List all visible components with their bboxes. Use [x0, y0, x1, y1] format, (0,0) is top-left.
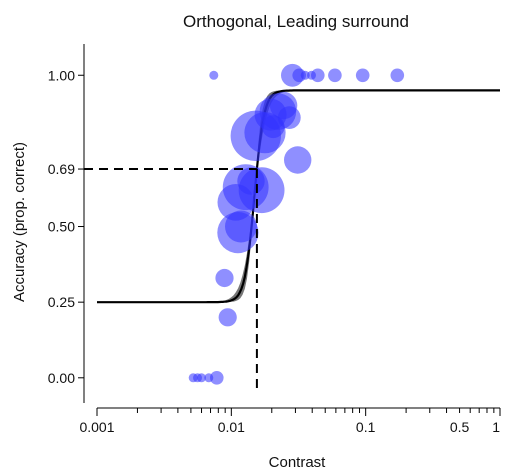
- data-point-5: [209, 70, 219, 80]
- plot-area: 1.00 0.69 0.50 0.25 0.00 0.001 0.01 0.1 0.5 1: [48, 44, 501, 435]
- data-point-27: [328, 68, 342, 83]
- x-tick-label-1: 0.01: [218, 419, 245, 435]
- x-tick-label-2: 0.1: [356, 419, 376, 435]
- y-tick-label-1: 0.69: [48, 161, 75, 177]
- x-tick-label-0: 0.001: [79, 419, 114, 435]
- data-point-2: [197, 373, 206, 383]
- fit-curve: [97, 89, 500, 304]
- x-tick-label-3: 0.5: [450, 419, 470, 435]
- y-tick-label-3: 0.25: [48, 294, 75, 310]
- data-point-4: [210, 371, 224, 385]
- chart-title: Orthogonal, Leading surround: [183, 12, 409, 31]
- data-point-21: [284, 146, 312, 174]
- data-point-7: [215, 268, 234, 288]
- y-tick-label-0: 1.00: [48, 67, 75, 83]
- data-point-26: [311, 68, 325, 83]
- x-tick-label-4: 1: [492, 419, 500, 435]
- data-point-24: [300, 70, 310, 80]
- y-tick-label-4: 0.00: [48, 370, 75, 386]
- y-tick-label-2: 0.50: [48, 219, 75, 235]
- x-axis-label: Contrast: [269, 454, 327, 471]
- data-point-28: [355, 68, 370, 83]
- data-point-20: [277, 106, 301, 129]
- y-axis-label: Accuracy (prop. correct): [11, 142, 28, 302]
- data-point-29: [390, 68, 405, 83]
- data-point-13: [238, 167, 285, 214]
- data-point-6: [218, 308, 237, 327]
